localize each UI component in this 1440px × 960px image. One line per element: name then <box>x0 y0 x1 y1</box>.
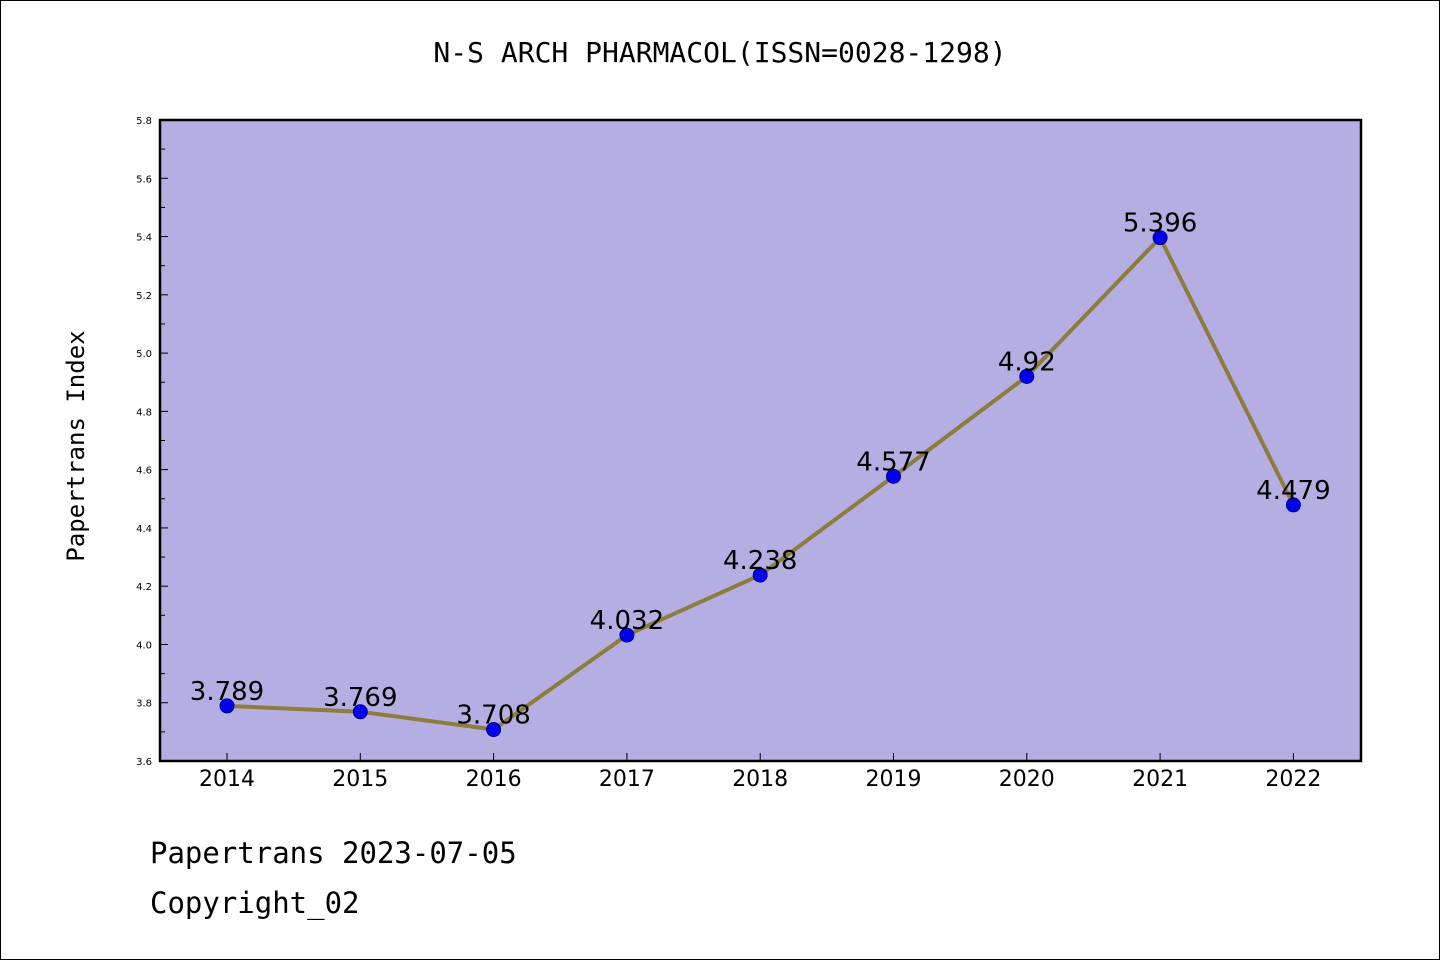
footer-date-line: Papertrans 2023-07-05 <box>150 836 517 870</box>
y-tick-label: 3.8 <box>136 699 152 710</box>
data-label: 4.032 <box>590 606 664 636</box>
x-tick-label: 2014 <box>199 767 255 792</box>
data-label: 3.789 <box>190 677 264 707</box>
y-tick-label: 4.4 <box>136 524 152 535</box>
data-label: 4.238 <box>723 546 797 576</box>
data-point <box>486 722 502 738</box>
x-tick-label: 2015 <box>332 767 388 792</box>
data-point <box>1019 368 1035 384</box>
y-tick-label: 4.2 <box>136 582 152 593</box>
y-tick-label: 4.8 <box>136 407 152 418</box>
data-point <box>352 704 368 720</box>
data-point <box>1152 230 1168 246</box>
x-tick-label: 2018 <box>732 767 788 792</box>
x-tick-label: 2021 <box>1132 767 1188 792</box>
y-tick-label: 3.6 <box>136 757 152 768</box>
x-tick-label: 2017 <box>599 767 655 792</box>
y-tick-label: 5.8 <box>136 116 152 127</box>
plot-area <box>160 120 1361 761</box>
data-label: 5.396 <box>1123 209 1197 239</box>
data-point <box>619 627 635 643</box>
footer-copyright-line: Copyright_02 <box>150 886 360 920</box>
data-label: 4.479 <box>1256 476 1330 506</box>
x-tick-label: 2019 <box>866 767 922 792</box>
y-tick-label: 5.0 <box>136 349 152 360</box>
chart-title: N-S ARCH PHARMACOL(ISSN=0028-1298) <box>433 36 1007 69</box>
y-tick-label: 5.2 <box>136 291 152 302</box>
data-label: 4.577 <box>856 447 930 477</box>
x-tick-label: 2016 <box>466 767 522 792</box>
data-point <box>1285 497 1301 513</box>
y-tick-label: 5.4 <box>136 233 152 244</box>
data-point <box>886 468 901 484</box>
data-label: 3.708 <box>456 701 530 731</box>
x-tick-label: 2022 <box>1265 767 1321 792</box>
data-point <box>752 567 768 583</box>
y-tick-label: 4.6 <box>136 466 152 477</box>
y-tick-label: 4.0 <box>136 640 152 651</box>
data-point <box>219 698 235 714</box>
data-label: 4.92 <box>998 347 1056 377</box>
y-tick-label: 5.6 <box>136 174 152 185</box>
plot-border <box>158 118 1363 763</box>
data-label: 3.769 <box>323 683 397 713</box>
x-tick-label: 2020 <box>999 767 1055 792</box>
